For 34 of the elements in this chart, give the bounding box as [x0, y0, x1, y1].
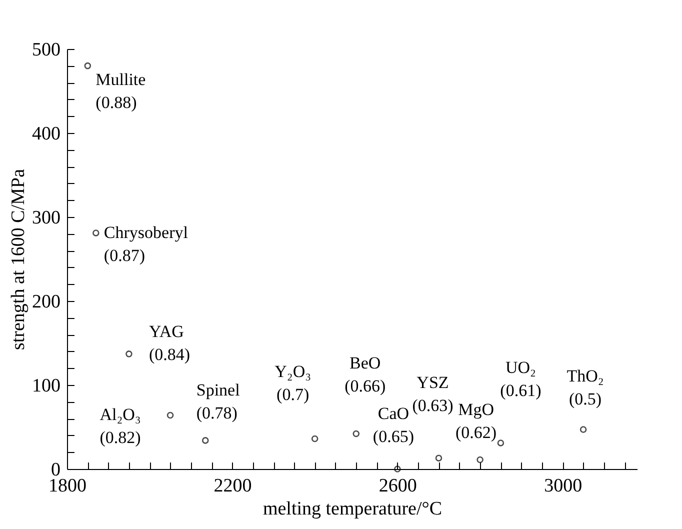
annotation: Al₂O₃ (0.82) [100, 405, 141, 448]
y-tick-label: 100 [32, 376, 60, 396]
y-tick-label: 200 [32, 292, 60, 312]
x-axis-title: melting temperature/°C [262, 498, 442, 520]
point [126, 350, 132, 358]
x-tick-label: 2600 [378, 476, 417, 496]
annotation: Spinel (0.78) [196, 380, 240, 422]
annotation: UO₂ (0.61) [500, 358, 542, 400]
x-tick-label: 3000 [544, 476, 582, 496]
annotation: Y₂O₃ (0.7) [274, 362, 312, 404]
point [476, 456, 484, 464]
annotation: BeO (0.66) [344, 354, 386, 396]
y-tick-label: 400 [32, 124, 60, 144]
point [352, 430, 360, 438]
annotation: Chrysoberyl (0.87) [104, 222, 188, 265]
point [394, 466, 401, 472]
x-tick-label: 2200 [214, 476, 252, 496]
point [84, 62, 92, 70]
point [311, 435, 318, 442]
point [166, 412, 174, 419]
point [497, 440, 504, 446]
annotation: CaO (0.65) [372, 404, 414, 446]
annotation: YAG (0.84) [148, 322, 190, 364]
annotation: YSZ (0.63) [412, 373, 454, 416]
point [580, 426, 587, 433]
y-tick-label: 300 [32, 208, 60, 228]
point [92, 230, 100, 236]
annotation: MgO (0.62) [456, 400, 497, 442]
annotation: ThO₂ (0.5) [566, 366, 604, 409]
point [202, 437, 209, 444]
y-axis-title: strength at 1600 C/MPa [8, 168, 29, 350]
y-tick-label: 500 [32, 40, 60, 60]
point [435, 454, 442, 462]
annotation: Mullite (0.88) [96, 70, 146, 112]
